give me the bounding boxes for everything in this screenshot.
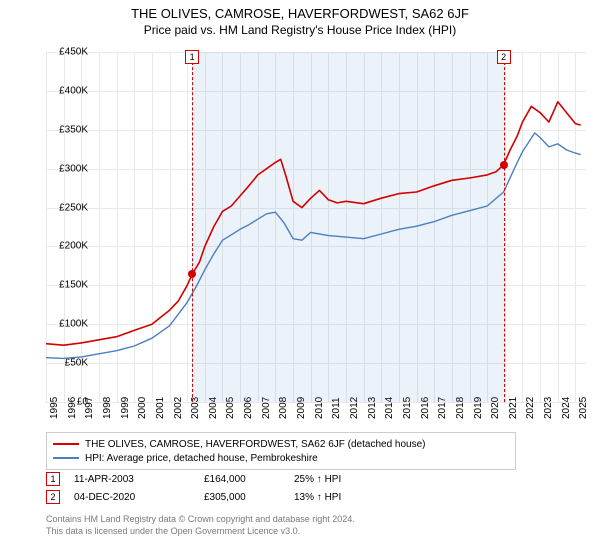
legend-label: HPI: Average price, detached house, Pemb… [85, 453, 318, 464]
series-price_paid [46, 102, 581, 345]
sale-marker-line [504, 52, 505, 402]
sales-table: 1 11-APR-2003 £164,000 25% ↑ HPI 2 04-DE… [46, 470, 546, 506]
footer-line: This data is licensed under the Open Gov… [46, 526, 355, 538]
footer-line: Contains HM Land Registry data © Crown c… [46, 514, 355, 526]
chart-title: THE OLIVES, CAMROSE, HAVERFORDWEST, SA62… [0, 0, 600, 21]
table-row: 2 04-DEC-2020 £305,000 13% ↑ HPI [46, 488, 546, 506]
table-row: 1 11-APR-2003 £164,000 25% ↑ HPI [46, 470, 546, 488]
sale-date: 04-DEC-2020 [74, 492, 204, 503]
sale-marker-label: 1 [185, 50, 199, 64]
sale-date: 11-APR-2003 [74, 474, 204, 485]
sale-price: £305,000 [204, 492, 294, 503]
attribution-footer: Contains HM Land Registry data © Crown c… [46, 514, 355, 537]
sale-marker-badge: 2 [46, 490, 60, 504]
sale-marker-badge: 1 [46, 472, 60, 486]
legend: THE OLIVES, CAMROSE, HAVERFORDWEST, SA62… [46, 432, 516, 470]
legend-swatch [53, 443, 79, 445]
price-vs-hpi-chart: { "title": "THE OLIVES, CAMROSE, HAVERFO… [0, 0, 600, 560]
legend-swatch [53, 457, 79, 459]
legend-item-price-paid: THE OLIVES, CAMROSE, HAVERFORDWEST, SA62… [53, 437, 509, 451]
legend-label: THE OLIVES, CAMROSE, HAVERFORDWEST, SA62… [85, 439, 425, 450]
sale-dot [500, 161, 508, 169]
legend-item-hpi: HPI: Average price, detached house, Pemb… [53, 451, 509, 465]
chart-subtitle: Price paid vs. HM Land Registry's House … [0, 21, 600, 37]
sale-marker-label: 2 [497, 50, 511, 64]
sale-delta: 13% ↑ HPI [294, 492, 384, 503]
sale-price: £164,000 [204, 474, 294, 485]
plot-area: £0£50K£100K£150K£200K£250K£300K£350K£400… [46, 52, 586, 402]
sale-delta: 25% ↑ HPI [294, 474, 384, 485]
sale-marker-line [192, 52, 193, 402]
